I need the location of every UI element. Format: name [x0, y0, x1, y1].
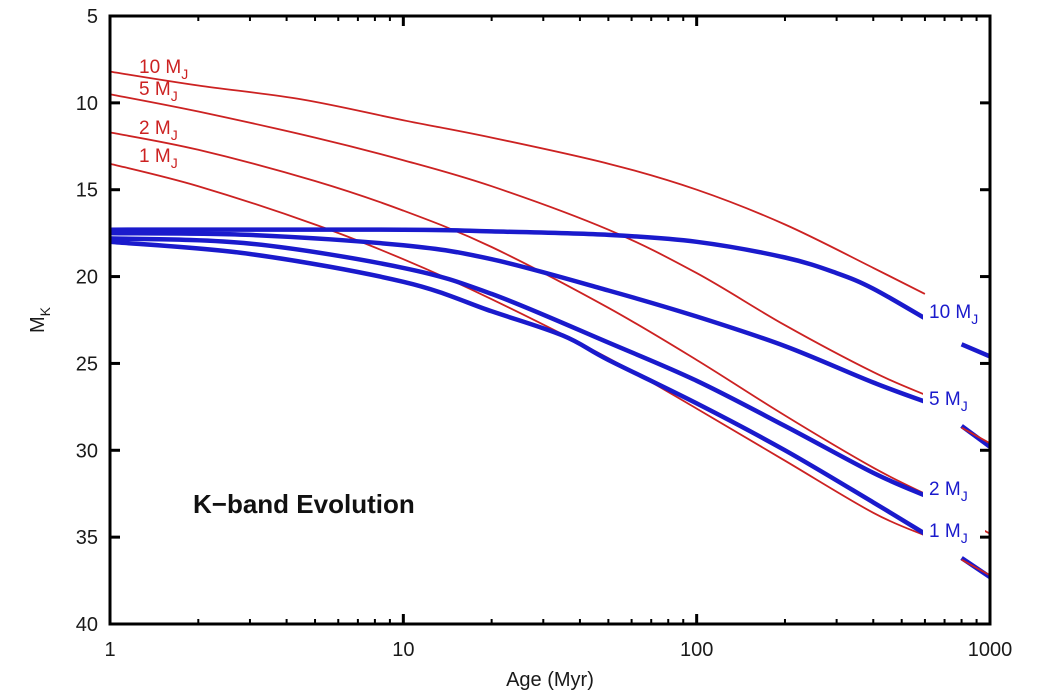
plot-frame	[108, 14, 992, 626]
axis-ticks	[108, 14, 992, 626]
blue-curve-label-sub: J	[961, 488, 968, 504]
x-tick-label-100: 100	[680, 639, 713, 661]
blue-curve-label-sub: J	[961, 398, 968, 414]
y-tick-label-15: 15	[76, 180, 98, 202]
blue-curve-label-main: 10 M	[929, 302, 971, 323]
blue-curve-label-10mj: 10 MJ	[929, 302, 978, 327]
red-curve-label-sub: J	[171, 155, 178, 171]
axis-tick-labels: 1 10 100 1000 5 10 15 20 25 30 35 40	[76, 6, 1013, 661]
red-curve-5mj	[109, 93, 926, 396]
red-curve-label-sub: J	[181, 66, 188, 82]
blue-curve-label-main: 2 M	[929, 479, 961, 500]
red-curve-10mj	[109, 70, 926, 295]
y-tick-label-20: 20	[76, 267, 98, 289]
x-tick-label-1: 1	[104, 639, 115, 661]
blue-edge-segment-1	[960, 342, 991, 359]
red-curve-label-sub: J	[171, 127, 178, 143]
blue-curve-label-main: 1 M	[929, 521, 961, 542]
y-tick-label-25: 25	[76, 353, 98, 375]
x-axis-label: Age (Myr)	[506, 669, 594, 691]
blue-label-background	[923, 515, 985, 549]
label-backgrounds	[923, 296, 985, 549]
x-tick-label-10: 10	[392, 639, 414, 661]
red-curve-label-10mj: 10 MJ	[139, 57, 188, 82]
blue-label-background	[923, 383, 985, 417]
red-curve-label-5mj: 5 MJ	[139, 79, 178, 104]
y-axis-label-main: M	[27, 316, 49, 333]
blue-curve-label-sub: J	[971, 311, 978, 327]
red-curve-label-main: 1 M	[139, 146, 171, 167]
red-curve-label-1mj: 1 MJ	[139, 146, 178, 171]
blue-curve-label-main: 5 M	[929, 389, 961, 410]
y-tick-label-30: 30	[76, 440, 98, 462]
y-tick-label-10: 10	[76, 93, 98, 115]
blue-curve-label-1mj: 1 MJ	[929, 521, 968, 546]
red-curve-label-2mj: 2 MJ	[139, 118, 178, 143]
y-tick-label-35: 35	[76, 527, 98, 549]
red-curve-label-main: 5 M	[139, 79, 171, 100]
chart-annotation: K−band Evolution	[193, 489, 415, 519]
red-curve-label-main: 2 M	[139, 118, 171, 139]
red-curve-1mj	[109, 162, 926, 537]
blue-curve-2mj	[109, 236, 926, 498]
red-edge-segment-4	[961, 426, 991, 445]
blue-curve-10mj	[109, 227, 927, 321]
blue-curve-label-5mj: 5 MJ	[929, 389, 968, 414]
y-axis-label: MK	[27, 306, 53, 333]
blue-label-background	[923, 473, 985, 507]
y-axis-label-sub: K	[37, 306, 53, 316]
x-tick-label-1000: 1000	[968, 639, 1013, 661]
red-curve-2mj	[109, 131, 926, 495]
y-tick-label-5: 5	[87, 6, 98, 28]
red-curve-label-main: 10 M	[139, 57, 181, 78]
y-tick-label-40: 40	[76, 614, 98, 636]
blue-curve-5mj	[109, 230, 926, 404]
blue-curve-1mj	[109, 239, 927, 536]
curves-layer	[109, 70, 927, 537]
red-edge-segment-5	[961, 558, 991, 577]
blue-curve-label-sub: J	[961, 530, 968, 546]
edge-segments-layer	[960, 342, 992, 579]
blue-label-background	[923, 296, 985, 330]
blue-curve-label-2mj: 2 MJ	[929, 479, 968, 504]
red-curve-label-sub: J	[171, 88, 178, 104]
